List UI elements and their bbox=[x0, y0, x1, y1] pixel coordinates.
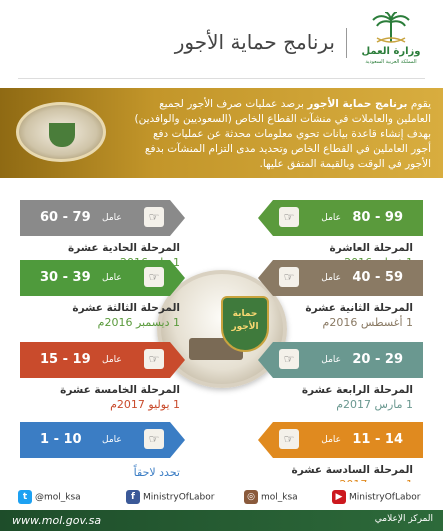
stage-banner-fill bbox=[20, 260, 185, 296]
stage-workers-label: عامل bbox=[321, 273, 341, 283]
facebook-link[interactable]: f MinistryOfLabor bbox=[126, 490, 214, 506]
worker-hand-icon: ☞ bbox=[279, 429, 299, 449]
wage-protection-shield: حماية الأجور bbox=[221, 296, 269, 352]
youtube-link[interactable]: ▶ MinistryOfLabor bbox=[332, 490, 420, 506]
worker-hand-icon: ☞ bbox=[279, 349, 299, 369]
stage-banner-fill bbox=[20, 422, 185, 458]
stage-banner-shape bbox=[20, 342, 185, 378]
stage-date: 1 أغسطس 2016م bbox=[322, 316, 413, 329]
stage-banner-fill bbox=[20, 200, 185, 236]
website-link[interactable]: www.mol.gov.sa bbox=[12, 514, 102, 527]
intro-office-image bbox=[16, 102, 106, 162]
twitter-icon: t bbox=[18, 490, 32, 504]
url-bar: www.mol.gov.sa المركز الإعلامي bbox=[0, 510, 443, 531]
stage-name: المرحلة السادسة عشرة bbox=[291, 464, 413, 476]
stage-worker-range: 20 - 29 bbox=[352, 352, 403, 367]
stage-workers-label: عامل bbox=[102, 273, 122, 283]
stage-name: المرحلة الثالثة عشرة bbox=[72, 302, 180, 314]
twitter-handle: @mol_ksa bbox=[35, 492, 81, 503]
stage-banner-shape bbox=[258, 342, 423, 378]
worker-hand-icon: ☞ bbox=[144, 207, 164, 227]
stage-banner-shape bbox=[20, 260, 185, 296]
worker-hand-icon: ☞ bbox=[144, 429, 164, 449]
stage-worker-range: 15 - 19 bbox=[40, 352, 91, 367]
media-center-label: المركز الإعلامي bbox=[374, 514, 433, 524]
worker-hand-icon: ☞ bbox=[279, 267, 299, 287]
stage-workers-label: عامل bbox=[321, 213, 341, 223]
intro-text: يقوم برنامج حماية الأجور برصد عمليات صرف… bbox=[131, 97, 431, 172]
instagram-icon: ◎ bbox=[244, 490, 258, 504]
stage-banner-fill bbox=[20, 342, 185, 378]
header: وزارة العمل المملكة العربية السعودية برن… bbox=[0, 0, 443, 79]
stage-worker-range: 11 - 14 bbox=[352, 432, 403, 447]
ministry-name: وزارة العمل bbox=[361, 46, 421, 57]
social-links: t @mol_ksa f MinistryOfLabor ◎ mol_ksa ▶ Min… bbox=[14, 490, 429, 506]
youtube-icon: ▶ bbox=[332, 490, 346, 504]
intro-body: برصد عمليات صرف الأجور لجميع العاملين وا… bbox=[134, 98, 431, 170]
palm-swords-icon bbox=[372, 12, 410, 43]
twitter-link[interactable]: t @mol_ksa bbox=[18, 490, 81, 506]
stage-name: المرحلة الحادية عشرة bbox=[68, 242, 180, 254]
stage-card: ☞ عامل 40 - 59 المرحلة الثانية عشرة 1 أغسطس … bbox=[258, 258, 423, 332]
stage-banner-fill bbox=[258, 200, 423, 236]
facebook-handle: MinistryOfLabor bbox=[143, 492, 215, 503]
stage-date: 1 يوليو 2017م bbox=[110, 398, 180, 411]
stage-name: المرحلة الخامسة عشرة bbox=[60, 384, 180, 396]
stage-card: ☞ عامل 30 - 39 المرحلة الثالثة عشرة 1 ديسمبر… bbox=[20, 258, 185, 332]
stage-banner-shape bbox=[258, 200, 423, 236]
stage-workers-label: عامل bbox=[102, 355, 122, 365]
stage-banner-shape bbox=[258, 422, 423, 458]
footer: t @mol_ksa f MinistryOfLabor ◎ mol_ksa ▶ Min… bbox=[0, 482, 443, 531]
stage-card: ☞ عامل 15 - 19 المرحلة الخامسة عشرة 1 يوليو … bbox=[20, 340, 185, 414]
stage-banner-fill bbox=[258, 422, 423, 458]
stage-banner-fill bbox=[258, 342, 423, 378]
header-rule bbox=[18, 78, 425, 79]
stage-worker-range: 30 - 39 bbox=[40, 270, 91, 285]
worker-hand-icon: ☞ bbox=[144, 349, 164, 369]
stage-workers-label: عامل bbox=[102, 435, 122, 445]
worker-hand-icon: ☞ bbox=[279, 207, 299, 227]
header-divider bbox=[346, 28, 347, 58]
intro-banner: يقوم برنامج حماية الأجور برصد عمليات صرف… bbox=[0, 88, 443, 178]
worker-hand-icon: ☞ bbox=[144, 267, 164, 287]
intro-lead: يقوم bbox=[410, 98, 431, 110]
youtube-handle: MinistryOfLabor bbox=[349, 492, 421, 503]
stage-banner-shape bbox=[20, 422, 185, 458]
instagram-link[interactable]: ◎ mol_ksa bbox=[244, 490, 298, 506]
facebook-icon: f bbox=[126, 490, 140, 504]
stage-worker-range: 1 - 10 bbox=[40, 432, 82, 447]
stage-workers-label: عامل bbox=[321, 355, 341, 365]
stage-name: المرحلة العاشرة bbox=[329, 242, 413, 254]
stage-worker-range: 40 - 59 bbox=[352, 270, 403, 285]
stage-banner-fill bbox=[258, 260, 423, 296]
stage-name: المرحلة الثانية عشرة bbox=[305, 302, 413, 314]
stage-card: ☞ عامل 20 - 29 المرحلة الرابعة عشرة 1 مارس 2… bbox=[258, 340, 423, 414]
stage-worker-range: 60 - 79 bbox=[40, 210, 91, 225]
page-title: برنامج حماية الأجور bbox=[174, 30, 335, 54]
intro-program-name: برنامج حماية الأجور bbox=[307, 98, 408, 110]
stage-card: ☞ عامل 1 - 10 تحدد لاحقاً bbox=[20, 420, 185, 494]
stage-banner-shape bbox=[20, 200, 185, 236]
stage-name: المرحلة الرابعة عشرة bbox=[301, 384, 413, 396]
stage-date: 1 مارس 2017م bbox=[336, 398, 413, 411]
stage-worker-range: 80 - 99 bbox=[352, 210, 403, 225]
stage-date: 1 ديسمبر 2016م bbox=[97, 316, 180, 329]
ministry-subtitle: المملكة العربية السعودية bbox=[365, 59, 417, 65]
stage-workers-label: عامل bbox=[321, 435, 341, 445]
stage-workers-label: عامل bbox=[102, 213, 122, 223]
stage-banner-shape bbox=[258, 260, 423, 296]
instagram-handle: mol_ksa bbox=[261, 492, 298, 503]
stage-date: تحدد لاحقاً bbox=[133, 466, 180, 479]
ministry-logo: وزارة العمل المملكة العربية السعودية bbox=[361, 12, 421, 68]
